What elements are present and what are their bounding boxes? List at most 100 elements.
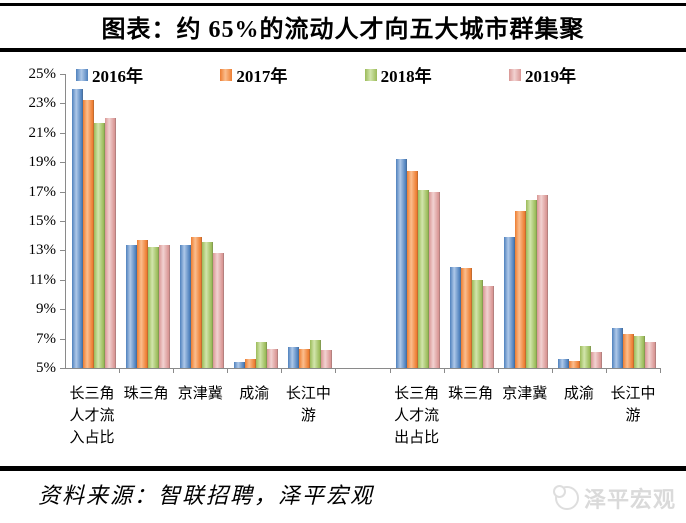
x-axis-tick: [227, 369, 229, 373]
bar-2017年-京津冀: [190, 237, 202, 368]
y-axis-tick: [60, 250, 65, 252]
y-axis-label: 5%: [36, 360, 56, 376]
bar-2018年-成渝: [255, 341, 267, 368]
y-axis-label: 11%: [29, 271, 56, 288]
x-axis-label-line: 成渝: [239, 386, 270, 402]
bar-2018年-珠三角: [147, 247, 159, 368]
top-rule: [0, 3, 686, 6]
bar-2019年-长三角人才流出占比: [429, 191, 441, 368]
bar-2017年-成渝: [569, 360, 581, 368]
x-axis-label-成渝: 成渝: [546, 383, 612, 405]
bar-2016年-珠三角: [450, 266, 462, 368]
bar-2019年-珠三角: [483, 285, 495, 368]
plot-area: [65, 74, 661, 369]
legend-label: 2017年: [236, 67, 288, 86]
bar-2017年-长江中游: [623, 334, 635, 368]
x-axis-label-line: 游: [300, 408, 316, 424]
watermark-text: 泽平宏观: [583, 487, 676, 512]
y-axis-tick: [60, 309, 65, 311]
bar-2016年-京津冀: [179, 244, 191, 368]
bar-2019年-成渝: [591, 351, 603, 368]
page-title: 图表：约 65%的流动人才向五大城市群集聚: [101, 17, 585, 43]
x-axis-label-line: 游: [625, 408, 641, 424]
bar-2017年-成渝: [244, 359, 256, 368]
bar-2018年-京津冀: [201, 241, 213, 368]
y-axis-label: 15%: [28, 213, 57, 229]
bar-2019年-长三角人才流入占比: [104, 118, 116, 368]
x-axis-label-line: 出占比: [394, 430, 440, 446]
chart-legend: 2016年 2017年 2018年 2019年: [76, 62, 576, 87]
x-axis-tick: [281, 369, 283, 373]
bar-2018年-京津冀: [526, 200, 538, 368]
x-axis-label-line: 人才流: [69, 408, 115, 424]
legend-swatch-icon: [220, 68, 233, 81]
x-axis-tick: [389, 369, 391, 373]
x-axis-tick: [443, 369, 445, 373]
x-axis-label-长三角人才流出占比: 长三角 人才流 出占比: [384, 383, 450, 449]
bar-2018年-长江中游: [634, 335, 646, 368]
bar-2019年-长江中游: [645, 341, 657, 368]
x-axis-label-line: 长三角: [69, 386, 115, 402]
bar-2016年-成渝: [233, 362, 245, 368]
bar-2019年-成渝: [266, 348, 278, 368]
y-axis-tick: [60, 162, 65, 164]
y-axis-tick: [60, 132, 65, 134]
x-axis-tick: [335, 369, 337, 373]
bar-2018年-长三角人才流出占比: [418, 190, 430, 368]
legend-item-2019年: 2019年: [508, 62, 576, 87]
y-axis-label: 19%: [28, 154, 57, 171]
x-axis-label-长江中游: 长江中游: [275, 383, 341, 427]
y-axis-label: 21%: [28, 124, 57, 141]
x-axis-label-京津冀: 京津冀: [167, 383, 233, 405]
x-axis-tick: [497, 369, 499, 373]
watermark-logo: 泽平宏观: [552, 482, 676, 514]
source-note: 资料来源：智联招聘，泽平宏观: [38, 483, 375, 508]
bar-2017年-长江中游: [298, 348, 310, 368]
y-axis-tick: [60, 103, 65, 105]
legend-swatch-icon: [364, 68, 377, 81]
x-axis-label-长三角人才流入占比: 长三角 人才流 入占比: [59, 383, 125, 449]
legend-item-2016年: 2016年: [76, 62, 143, 87]
y-axis-tick: [60, 74, 65, 75]
y-axis-label: 7%: [36, 330, 56, 347]
x-axis-label-line: 京津冀: [177, 386, 223, 402]
bar-2017年-珠三角: [461, 268, 473, 368]
x-axis-tick: [551, 369, 553, 373]
bar-2018年-珠三角: [472, 279, 484, 368]
x-axis-tick: [660, 369, 661, 373]
x-axis-tick: [119, 369, 121, 373]
bar-2018年-长江中游: [309, 340, 321, 368]
bar-2017年-长三角人才流入占比: [82, 100, 94, 368]
x-axis-label-长江中游: 长江中游: [600, 383, 666, 427]
bar-2019年-京津冀: [537, 194, 549, 368]
bar-2017年-京津冀: [515, 210, 527, 368]
x-axis-label-line: 成渝: [563, 386, 594, 402]
x-axis-label-京津冀: 京津冀: [492, 383, 558, 405]
x-axis-label-line: 长三角: [394, 386, 440, 402]
bar-2017年-长三角人才流出占比: [407, 171, 419, 368]
legend-item-2017年: 2017年: [220, 62, 287, 87]
legend-label: 2019年: [524, 67, 576, 86]
y-axis-tick: [60, 279, 65, 281]
bar-2016年-京津冀: [504, 237, 516, 368]
y-axis-label: 17%: [28, 183, 57, 200]
x-axis-label-成渝: 成渝: [221, 383, 287, 405]
bar-2016年-长三角人才流入占比: [71, 88, 83, 368]
x-axis-label-line: 长江中: [610, 386, 656, 402]
bar-2016年-长三角人才流出占比: [396, 159, 408, 368]
y-axis-tick: [60, 368, 65, 369]
y-axis-tick: [60, 191, 65, 193]
bar-2016年-长江中游: [612, 328, 624, 368]
legend-swatch-icon: [508, 68, 521, 81]
x-axis-label-line: 人才流: [394, 408, 440, 424]
y-axis-label: 9%: [36, 301, 56, 318]
bar-2018年-长三角人才流入占比: [93, 122, 105, 368]
legend-swatch-icon: [76, 68, 88, 81]
x-axis-label-line: 珠三角: [123, 386, 169, 402]
bar-2017年-珠三角: [136, 240, 148, 368]
x-axis-tick: [173, 369, 175, 373]
title-rule: [0, 48, 686, 52]
x-axis-label-珠三角: 珠三角: [113, 383, 179, 405]
bar-2016年-珠三角: [125, 244, 137, 368]
bar-2019年-珠三角: [158, 244, 170, 368]
